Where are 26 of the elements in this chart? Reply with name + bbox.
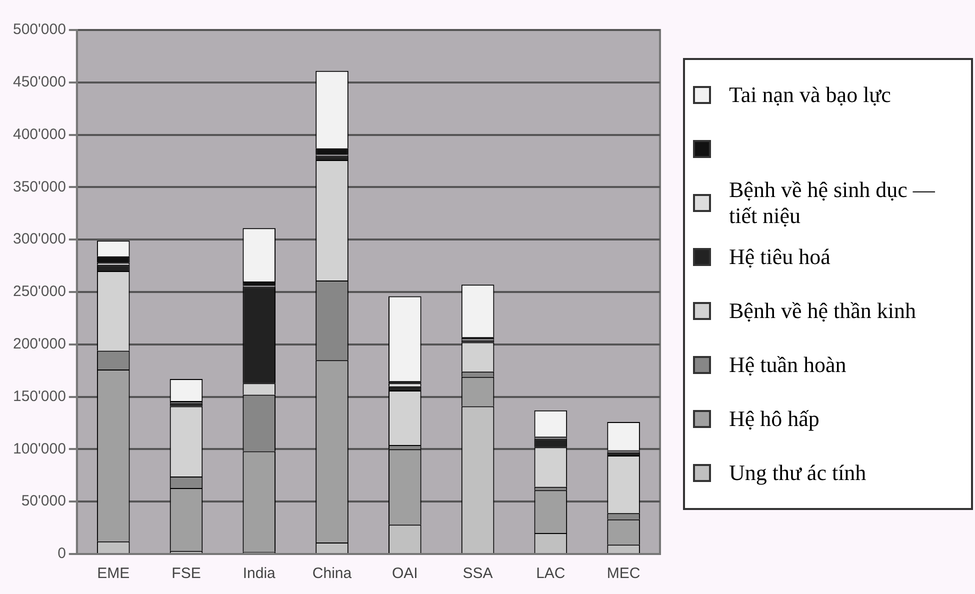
x-tick-label: LAC bbox=[536, 565, 566, 582]
x-tick-label: SSA bbox=[462, 565, 493, 582]
legend-label: Hệ tuần hoàn bbox=[729, 352, 846, 378]
y-tick-label: 400'000 bbox=[12, 126, 66, 143]
legend-label: Bệnh về hệ thần kinh bbox=[729, 298, 916, 324]
legend-label: Tai nạn và bạo lực bbox=[729, 82, 891, 108]
x-tick-label: FSE bbox=[172, 565, 201, 582]
x-tick-label: India bbox=[242, 565, 276, 582]
y-tick-label: 100'000 bbox=[12, 440, 66, 458]
x-tick-label: EME bbox=[97, 565, 130, 582]
legend-label: Hệ hô hấp bbox=[729, 406, 820, 432]
x-tick-label: China bbox=[312, 565, 352, 582]
legend-label: Bệnh về hệ sinh dục — tiết niệu bbox=[729, 177, 936, 229]
x-tick-label: OAI bbox=[392, 565, 418, 582]
legend-label: Ung thư ác tính bbox=[729, 460, 866, 486]
y-tick-label: 150'000 bbox=[12, 388, 66, 405]
y-tick-label: 450'000 bbox=[12, 74, 66, 91]
x-tick-label: MEC bbox=[606, 565, 640, 582]
y-tick-label: 50'000 bbox=[21, 492, 66, 510]
y-tick-label: 350'000 bbox=[12, 178, 66, 196]
y-tick-label: 300'000 bbox=[12, 230, 66, 248]
y-tick-label: 250'000 bbox=[12, 283, 66, 300]
legend-label: Hệ tiêu hoá bbox=[729, 244, 830, 270]
y-tick-label: 0 bbox=[58, 545, 66, 562]
y-tick-label: 500'000 bbox=[12, 21, 66, 38]
y-tick-label: 200'000 bbox=[12, 336, 66, 353]
